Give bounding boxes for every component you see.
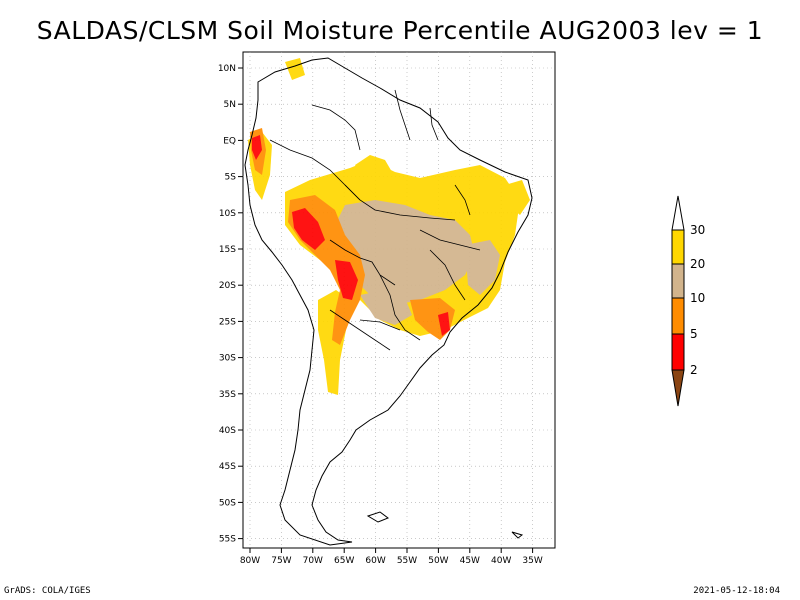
- percentile-shading: [248, 58, 530, 395]
- lat-tick-label: 50S: [219, 498, 236, 508]
- lon-tick-label: 65W: [334, 556, 354, 566]
- shade-red-andes-south: [335, 260, 358, 300]
- lat-tick-label: 40S: [219, 426, 236, 436]
- lat-tick-label: 35S: [219, 390, 236, 400]
- colorbar-bottom-triangle: [671, 369, 685, 407]
- colorbar-10-20: [671, 263, 685, 299]
- colorbar-label-20: 20: [690, 257, 705, 271]
- shade-red-southeast: [438, 312, 450, 336]
- lat-tick-label: 5S: [225, 173, 237, 183]
- lat-tick-label: 15S: [219, 245, 236, 255]
- shade-tan-south: [360, 290, 412, 325]
- lat-tick-label: 20S: [219, 281, 236, 291]
- colorbar-label-10: 10: [690, 291, 705, 305]
- colorbar-label-2: 2: [690, 363, 698, 377]
- lon-tick-label: 75W: [271, 556, 291, 566]
- lon-tick-label: 40W: [491, 556, 511, 566]
- lat-tick-label: 10S: [219, 209, 236, 219]
- lon-tick-label: 55W: [397, 556, 417, 566]
- colorbar-label-30: 30: [690, 223, 705, 237]
- shade-red-andes-north: [292, 208, 325, 250]
- footer-grads-credit: GrADS: COLA/IGES: [4, 586, 91, 596]
- lat-tick-label: 25S: [219, 317, 236, 327]
- lon-tick-label: 50W: [428, 556, 448, 566]
- lat-tick-label: 55S: [219, 535, 236, 545]
- lon-tick-label: 60W: [365, 556, 385, 566]
- footer-timestamp: 2021-05-12-18:04: [693, 586, 780, 596]
- falkland-islands: [366, 511, 390, 523]
- colorbar-label-5: 5: [690, 327, 698, 341]
- map-title: SALDAS/CLSM Soil Moisture Percentile AUG…: [36, 16, 764, 45]
- lon-tick-label: 35W: [522, 556, 542, 566]
- latitude-labels: 10N 5N EQ 5S 10S 15S 20S 25S 30S 35S 40S 45S 50S 55S: [218, 64, 243, 545]
- colorbar-top-triangle: [671, 195, 685, 231]
- lon-tick-label: 70W: [303, 556, 323, 566]
- colorbar-20-30: [671, 229, 685, 265]
- country-borders: [269, 89, 481, 351]
- lon-tick-label: 80W: [240, 556, 260, 566]
- lat-tick-label: 5N: [224, 100, 236, 110]
- lat-tick-label: 30S: [219, 354, 236, 364]
- shade-tan-east: [465, 240, 500, 295]
- colorbar-2-5: [671, 333, 685, 371]
- shade-red-coast: [252, 135, 262, 160]
- lat-tick-label: EQ: [223, 136, 236, 146]
- south-america-outline: [244, 57, 533, 546]
- shade-tan-central: [335, 200, 475, 305]
- lat-tick-label: 45S: [219, 462, 236, 472]
- colorbar-5-10: [671, 297, 685, 335]
- shade-gold-northeast: [505, 180, 530, 215]
- lon-tick-label: 45W: [460, 556, 480, 566]
- colorbar: 30 20 10 5 2: [671, 195, 705, 407]
- lat-tick-label: 10N: [218, 64, 236, 74]
- shade-gold-north: [355, 155, 392, 182]
- shade-gold-north-tip: [285, 58, 305, 80]
- south-georgia: [511, 531, 524, 539]
- longitude-labels: 80W 75W 70W 65W 60W 55W 50W 45W 40W 35W: [240, 548, 543, 566]
